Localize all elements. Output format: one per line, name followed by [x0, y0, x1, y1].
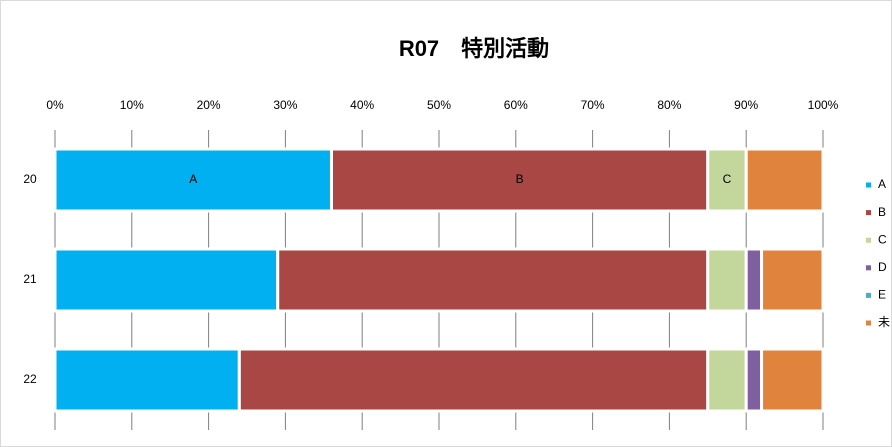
legend-label: 未 — [878, 315, 890, 329]
bar-segment — [744, 347, 764, 413]
chart-title: R07 特別活動 — [399, 36, 549, 61]
legend-swatch — [866, 182, 871, 188]
bar-segment — [53, 347, 241, 413]
bar-segment — [744, 247, 764, 313]
segment-label: B — [516, 172, 524, 186]
x-tick-label: 10% — [120, 98, 144, 112]
bar-segment — [237, 347, 710, 413]
x-tick-label: 40% — [350, 98, 374, 112]
y-tick-label: 21 — [23, 272, 37, 286]
x-tick-label: 0% — [46, 98, 64, 112]
bar-segment — [53, 147, 333, 213]
bar-segment — [276, 247, 710, 313]
bar-segment — [744, 147, 825, 213]
x-tick-label: 100% — [808, 98, 839, 112]
x-tick-label: 80% — [657, 98, 681, 112]
legend-label: A — [878, 177, 886, 191]
x-tick-label: 60% — [504, 98, 528, 112]
x-tick-label: 20% — [197, 98, 221, 112]
bar-segment — [706, 147, 748, 213]
segment-label: C — [723, 172, 732, 186]
y-tick-label: 22 — [23, 372, 37, 386]
bar-segment — [706, 347, 748, 413]
bar-segment — [706, 247, 748, 313]
x-tick-label: 70% — [581, 98, 605, 112]
legend-label: D — [878, 260, 887, 274]
legend-label: C — [878, 232, 887, 246]
legend-label: E — [878, 288, 886, 302]
legend-swatch — [866, 265, 871, 271]
legend-swatch — [866, 320, 871, 326]
y-tick-label: 20 — [23, 172, 37, 186]
legend-swatch — [866, 292, 871, 298]
segment-label: A — [189, 172, 197, 186]
bar-segment — [760, 347, 825, 413]
x-tick-label: 90% — [734, 98, 758, 112]
x-tick-label: 30% — [273, 98, 297, 112]
bar-segment — [760, 247, 825, 313]
legend-label: B — [878, 205, 886, 219]
legend-swatch — [866, 237, 871, 243]
bar-segment — [53, 247, 280, 313]
legend-swatch — [866, 210, 871, 216]
x-tick-label: 50% — [427, 98, 451, 112]
